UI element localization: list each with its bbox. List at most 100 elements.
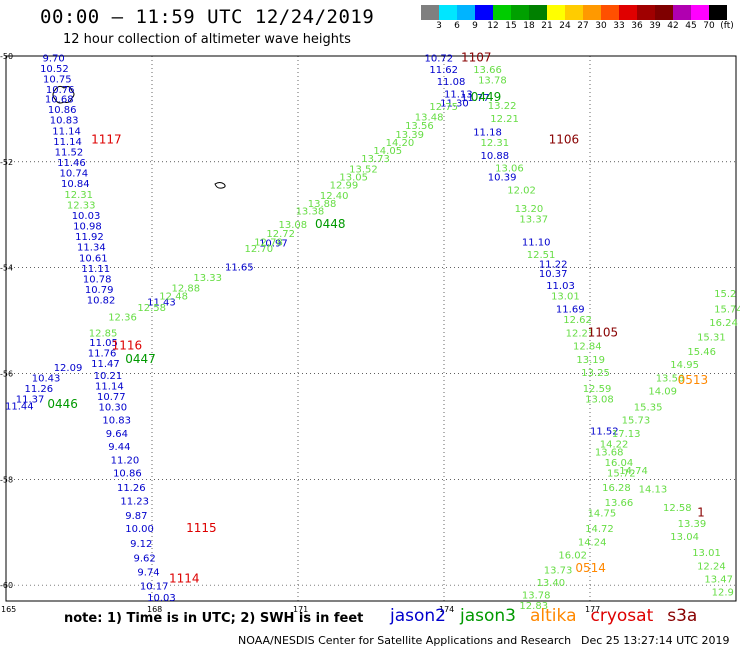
wave-height-value: 12.51 (527, 250, 556, 261)
colorbar-swatch (493, 5, 511, 20)
footer-timestamp: Dec 25 13:27:14 UTC 2019 (581, 634, 730, 647)
wave-height-value: 13.39 (678, 519, 707, 530)
pass-time-label: 0447 (125, 352, 156, 366)
wave-height-value: 14.95 (670, 360, 699, 371)
wave-height-value: 10.77 (97, 392, 126, 403)
pass-time-label: 1114 (169, 571, 200, 585)
colorbar-swatch (511, 5, 529, 20)
wave-height-value: 10.75 (43, 74, 72, 85)
colorbar-swatch (673, 5, 691, 20)
colorbar-swatch (637, 5, 655, 20)
wave-height-value: 13.78 (522, 590, 551, 601)
wave-height-value: 10.86 (113, 469, 142, 480)
axis-labels: 165 168 171 174 177 -50 -52 -54 -56 -58 -60 (0, 52, 600, 614)
colorbar-label: 12 (487, 21, 499, 31)
wave-height-value: 10.79 (85, 285, 114, 296)
wave-height-value: 13.22 (488, 101, 517, 112)
colorbar-swatch (439, 5, 457, 20)
wave-height-value: 17.13 (612, 429, 641, 440)
wave-height-value: 13.48 (415, 113, 444, 124)
wave-height-value: 13.20 (515, 204, 544, 215)
wave-height-value: 12.40 (320, 191, 349, 202)
lat-tick-label: -58 (0, 475, 13, 484)
colorbar-swatch (421, 5, 439, 20)
island-outline (52, 85, 226, 189)
wave-height-value: 13.52 (349, 164, 378, 175)
wave-height-value: 14.24 (578, 537, 607, 548)
wave-height-value: 11.13 (444, 89, 473, 100)
wave-height-value: 10.03 (72, 211, 101, 222)
wave-height-value: 9.62 (134, 553, 156, 564)
pass-time-label: 0446 (47, 397, 78, 411)
wave-height-value: 10.88 (481, 151, 510, 162)
wave-height-value: 15.73 (622, 416, 651, 427)
wave-height-value: 10.61 (79, 253, 108, 264)
wave-height-value: 11.92 (75, 232, 104, 243)
wave-height-value: 12.88 (171, 283, 200, 294)
wave-height-value: 13.01 (692, 548, 721, 559)
wave-height-value: 9.12 (130, 539, 152, 550)
wave-height-value: 10.82 (87, 296, 116, 307)
wave-height-value: 12.70 (244, 244, 273, 255)
wave-height-value: 12.33 (67, 200, 96, 211)
wave-height-value: 12.85 (89, 328, 118, 339)
wave-height-value: 10.84 (61, 179, 90, 190)
wave-height-value: 16.02 (558, 551, 587, 562)
wave-height-value: 12.78 (254, 237, 283, 248)
wave-height-value: 13.05 (339, 172, 368, 183)
wave-height-value: 10.97 (259, 238, 288, 249)
wave-height-value: 10.17 (140, 581, 169, 592)
time-labels: 1117 1116 1115 1114 0447 0446 0448 0449 1107 1106… (47, 50, 708, 585)
colorbar-swatch (457, 5, 475, 20)
lon-tick-label: 174 (439, 605, 454, 614)
wave-height-value: 13.19 (576, 355, 605, 366)
legend-jason3: jason3 (460, 606, 516, 626)
wave-height-value: 9.87 (125, 511, 147, 522)
colorbar-label: 42 (667, 21, 679, 31)
wave-height-value: 11.26 (117, 483, 146, 494)
legend-jason2: jason2 (390, 606, 446, 626)
wave-height-value: 15.72 (607, 469, 636, 480)
colorbar-label: 18 (523, 21, 535, 31)
colorbar-label: 30 (595, 21, 607, 31)
lon-tick-label: 177 (585, 605, 600, 614)
colorbar-swatch (583, 5, 601, 20)
wave-height-value: 10.00 (125, 524, 154, 535)
wave-height-value: 13.68 (595, 447, 624, 458)
pass-time-label: 0514 (575, 561, 606, 575)
wave-height-value: 13.66 (473, 65, 502, 76)
wave-height-value: 10.83 (102, 416, 131, 427)
wave-height-value: 9.64 (106, 429, 128, 440)
wave-height-value: 10.37 (539, 269, 568, 280)
colorbar-swatch (565, 5, 583, 20)
legend-s3a: s3a (667, 606, 698, 626)
colorbar-label: 3 (436, 21, 442, 31)
wave-height-value: 11.14 (95, 381, 124, 392)
wave-height-value: 12.72 (266, 229, 295, 240)
wave-height-value: 13.56 (405, 121, 434, 132)
wave-height-value: 13.33 (193, 273, 222, 284)
wave-height-value: 13.39 (395, 130, 424, 141)
wave-height-value: 12.84 (573, 342, 602, 353)
colorbar-swatch (691, 5, 709, 20)
wave-height-value: 12.09 (54, 363, 83, 374)
wave-height-value: 14.74 (619, 466, 648, 477)
wave-height-value: 13.88 (308, 199, 337, 210)
colorbar-swatch (619, 5, 637, 20)
wave-height-value: 10.52 (40, 64, 69, 75)
pass-time-label: 0449 (471, 90, 502, 104)
wave-height-value: 14.20 (386, 138, 415, 149)
colorbar-label: 45 (685, 21, 697, 31)
wave-height-value: 13.38 (296, 207, 325, 218)
wave-height-value: 11.23 (120, 497, 149, 508)
wave-height-value: 16.24 (709, 318, 738, 329)
wave-height-value: 12.83 (519, 601, 548, 612)
wave-height-value: 11.65 (225, 262, 254, 273)
page-subtitle: 12 hour collection of altimeter wave hei… (63, 32, 351, 47)
wave-height-value: 11.43 (147, 298, 176, 309)
wave-height-value: 12.24 (697, 561, 726, 572)
wave-height-value: 11.30 (440, 98, 469, 109)
wave-height-value: 10.21 (94, 371, 123, 382)
lat-tick-label: -54 (0, 264, 13, 273)
wave-height-value: 13.47 (704, 574, 733, 585)
